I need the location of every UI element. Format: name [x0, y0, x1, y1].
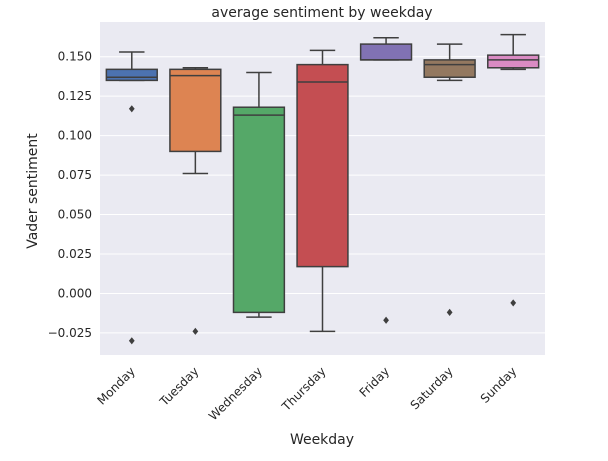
box-friday	[359, 37, 413, 324]
boxes	[105, 33, 540, 345]
box-saturday	[423, 43, 476, 316]
y-tick-label: 0.075	[58, 168, 92, 182]
x-tick-label: Friday	[357, 364, 393, 400]
box-iqr	[296, 63, 349, 268]
y-tick-label: 0.050	[58, 208, 92, 222]
x-tick-label: Sunday	[478, 364, 520, 406]
y-tick-label: 0.025	[58, 247, 92, 261]
box-iqr	[105, 68, 158, 82]
y-tick-labels: −0.025 0.000 0.025 0.050 0.075 0.100 0.125 0.15…	[48, 50, 92, 340]
x-tick-label: Saturday	[408, 364, 456, 412]
outlier-point	[383, 316, 389, 324]
box-monday	[105, 51, 158, 345]
outlier-point	[128, 337, 135, 345]
x-tick-label: Wednesday	[206, 364, 265, 423]
box-iqr	[423, 59, 476, 78]
box-wednesday	[232, 71, 286, 318]
x-tick-label: Thursday	[279, 364, 329, 414]
box-iqr	[232, 106, 286, 314]
box-iqr	[359, 43, 413, 61]
box-tuesday	[169, 67, 222, 335]
y-tick-label: −0.025	[48, 326, 92, 340]
y-tick-label: 0.000	[58, 286, 92, 300]
y-axis-label: Vader sentiment	[25, 133, 41, 249]
box-sunday	[487, 33, 540, 307]
box-iqr	[487, 54, 540, 69]
box-thursday	[296, 49, 349, 333]
y-tick-label: 0.100	[58, 129, 92, 143]
outlier-point	[446, 308, 453, 316]
x-tick-label: Monday	[95, 364, 138, 407]
box-iqr	[169, 68, 222, 153]
outlier-point	[192, 327, 199, 335]
x-axis-label: Weekday	[290, 432, 354, 448]
y-tick-label: 0.125	[58, 89, 92, 103]
outlier-point	[128, 105, 135, 113]
x-tick-labels: Monday Tuesday Wednesday Thursday Friday Satu…	[95, 364, 520, 423]
y-tick-label: 0.150	[58, 50, 92, 64]
x-tick-label: Tuesday	[156, 364, 201, 409]
outlier-point	[510, 299, 517, 307]
chart-title: average sentiment by weekday	[211, 5, 432, 21]
